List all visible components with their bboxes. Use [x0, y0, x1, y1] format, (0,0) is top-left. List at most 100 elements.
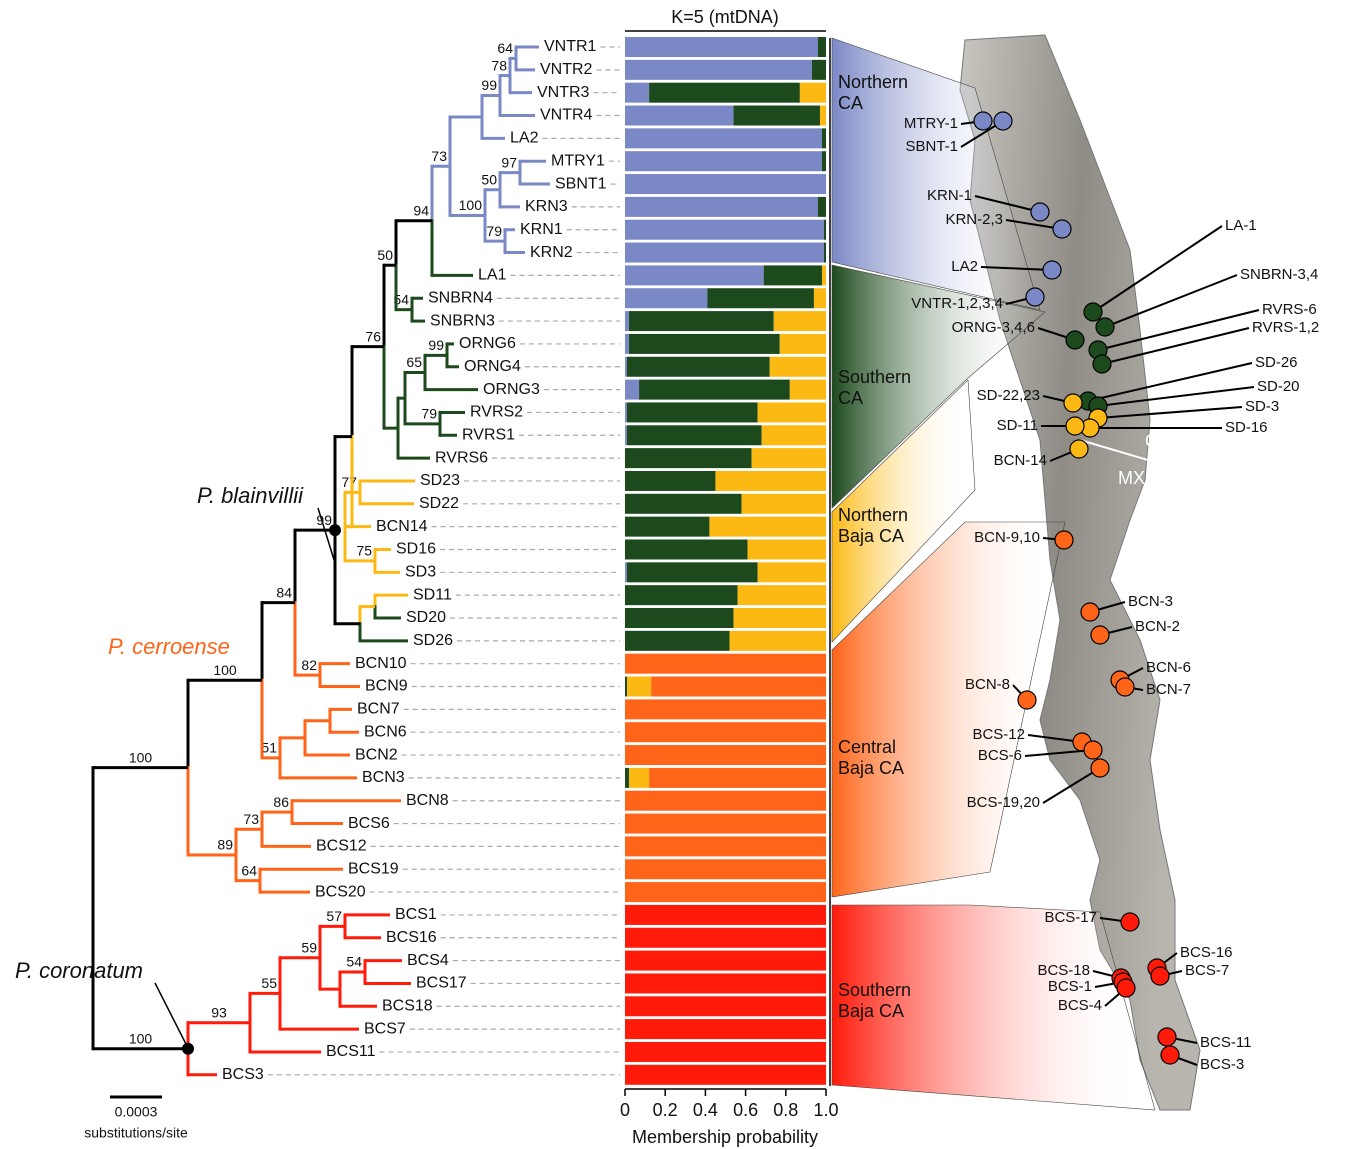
- bootstrap-label: 100: [129, 749, 153, 765]
- bar-segment: [625, 311, 629, 331]
- bar-segment: [625, 973, 826, 993]
- bootstrap-label: 100: [129, 1030, 153, 1046]
- bar-segment: [625, 128, 822, 148]
- bar-segment: [625, 151, 822, 171]
- bar-segment: [625, 562, 627, 582]
- bootstrap-label: 76: [365, 328, 381, 344]
- clade-node: [329, 524, 341, 536]
- bar-segment: [752, 448, 826, 468]
- tip-label: SD22: [419, 495, 459, 512]
- chart-title: K=5 (mtDNA): [671, 7, 779, 27]
- bar-segment: [629, 768, 649, 788]
- x-tick-label: 0.8: [773, 1100, 798, 1120]
- tip-label: BCS12: [316, 838, 367, 855]
- tip-label: BCS18: [382, 997, 433, 1014]
- bootstrap-label: 99: [316, 512, 332, 528]
- site-label: BCN-3: [1128, 593, 1173, 610]
- bootstrap-label: 55: [261, 975, 277, 991]
- tip-label: BCN14: [376, 518, 428, 535]
- tip-label: SBNT1: [555, 175, 607, 192]
- bar-segment: [625, 402, 627, 422]
- tip-label: ORNG4: [464, 358, 521, 375]
- tip-label: SNBRN3: [430, 312, 495, 329]
- site-label: KRN-1: [927, 187, 972, 204]
- bar-segment: [790, 380, 826, 400]
- region-label: Central Baja CA: [838, 737, 930, 779]
- tip-label: SNBRN4: [428, 289, 493, 306]
- bar-segment: [625, 357, 627, 377]
- region-label: Southern CA: [838, 367, 930, 409]
- bar-segment: [629, 334, 780, 354]
- bar-segment: [707, 288, 814, 308]
- tip-label: BCS1: [395, 906, 437, 923]
- site-label: BCS-18: [1037, 962, 1090, 979]
- site-label: SBNT-1: [905, 138, 958, 155]
- bar-segment: [812, 60, 826, 80]
- site-dot: [1064, 394, 1082, 412]
- site-label: BCS-16: [1180, 944, 1233, 961]
- bar-segment: [649, 83, 800, 103]
- bar-segment: [625, 791, 826, 811]
- bar-segment: [762, 425, 826, 445]
- bar-segment: [625, 677, 627, 697]
- bootstrap-label: 64: [497, 40, 513, 56]
- tip-label: VNTR4: [540, 107, 593, 124]
- clade-label: P. blainvillii: [197, 483, 304, 508]
- tip-label: ORNG3: [483, 381, 540, 398]
- bootstrap-label: 97: [501, 154, 517, 170]
- site-label: LA-1: [1225, 217, 1257, 234]
- bootstrap-label: 64: [241, 862, 257, 878]
- bootstrap-label: 57: [326, 908, 342, 924]
- bar-segment: [625, 951, 826, 971]
- site-label: ORNG-3,4,6: [952, 319, 1035, 336]
- site-dot: [1091, 626, 1109, 644]
- bar-segment: [627, 425, 762, 445]
- tip-label: BCN7: [357, 701, 400, 718]
- bar-segment: [649, 768, 826, 788]
- tip-label: BCS16: [386, 929, 437, 946]
- site-label: BCS-19,20: [967, 794, 1040, 811]
- tip-label: RVRS6: [435, 449, 488, 466]
- site-dot: [1096, 318, 1114, 336]
- tip-label: ORNG6: [459, 335, 516, 352]
- bar-segment: [625, 996, 826, 1016]
- bar-segment: [625, 60, 812, 80]
- site-dot: [1084, 741, 1102, 759]
- bar-segment: [627, 562, 758, 582]
- bar-segment: [625, 699, 826, 719]
- bar-segment: [625, 768, 629, 788]
- tip-label: SD11: [413, 586, 452, 603]
- site-dot: [1151, 967, 1169, 985]
- clade-node: [182, 1043, 194, 1055]
- bar-segment: [629, 311, 774, 331]
- site-label: BCS-11: [1200, 1034, 1251, 1051]
- bar-segment: [625, 1019, 826, 1039]
- tip-label: BCS20: [315, 883, 366, 900]
- tip-label: SD26: [413, 632, 453, 649]
- bootstrap-label: 79: [421, 406, 437, 422]
- site-dot: [1026, 288, 1044, 306]
- bar-segment: [625, 722, 826, 742]
- bar-segment: [625, 494, 742, 514]
- bar-segment: [818, 197, 826, 217]
- site-dot: [1093, 355, 1111, 373]
- bootstrap-label: 79: [486, 223, 502, 239]
- clade-label: P. coronatum: [15, 958, 143, 983]
- bar-segment: [625, 608, 734, 628]
- bar-segment: [625, 174, 826, 194]
- site-label: SD-3: [1245, 398, 1279, 415]
- site-label: SD-20: [1257, 378, 1300, 395]
- tip-label: KRN3: [525, 198, 568, 215]
- tip-label: VNTR2: [540, 61, 593, 78]
- site-label: BCN-9,10: [974, 529, 1040, 546]
- site-label: BCS-12: [972, 726, 1025, 743]
- bar-segment: [822, 151, 826, 171]
- x-tick-label: 0.2: [653, 1100, 678, 1120]
- site-label: BCS-3: [1200, 1056, 1244, 1073]
- clade-label: P. cerroense: [108, 634, 230, 659]
- tip-label: BCS19: [348, 860, 399, 877]
- region-label: Northern CA: [838, 72, 930, 114]
- site-label: SD-26: [1255, 354, 1298, 371]
- site-label: BCN-2: [1135, 618, 1180, 635]
- site-label: BCS-1: [1048, 978, 1092, 995]
